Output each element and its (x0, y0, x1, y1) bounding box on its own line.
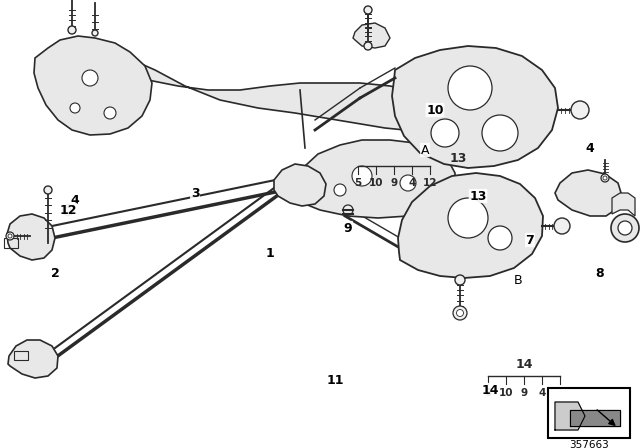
Text: 1: 1 (266, 246, 275, 259)
Circle shape (618, 221, 632, 235)
Circle shape (601, 174, 609, 182)
Circle shape (352, 166, 372, 186)
Circle shape (482, 115, 518, 151)
Text: 357663: 357663 (569, 440, 609, 448)
Circle shape (364, 6, 372, 14)
Polygon shape (353, 23, 390, 48)
Text: 11: 11 (326, 374, 344, 387)
Circle shape (400, 175, 416, 191)
Circle shape (6, 232, 14, 240)
Text: 4: 4 (538, 388, 546, 398)
Polygon shape (7, 214, 55, 260)
Circle shape (456, 310, 463, 316)
Circle shape (603, 176, 607, 180)
Text: 4: 4 (70, 194, 79, 207)
Text: 4: 4 (586, 142, 595, 155)
Text: 3: 3 (191, 186, 199, 199)
Polygon shape (553, 393, 625, 433)
Text: 9: 9 (390, 178, 397, 188)
Text: 12: 12 (423, 178, 437, 188)
Circle shape (8, 234, 12, 238)
Circle shape (448, 198, 488, 238)
Text: 14: 14 (481, 383, 499, 396)
Text: 4: 4 (408, 178, 416, 188)
Text: 6: 6 (484, 388, 492, 398)
Circle shape (343, 205, 353, 215)
Text: 9: 9 (344, 221, 352, 234)
Circle shape (68, 26, 76, 34)
Polygon shape (612, 193, 635, 216)
Text: 10: 10 (499, 388, 513, 398)
Circle shape (611, 214, 639, 242)
Text: 9: 9 (520, 388, 527, 398)
Circle shape (364, 42, 372, 50)
Text: 2: 2 (51, 267, 60, 280)
Polygon shape (555, 170, 622, 216)
Circle shape (44, 186, 52, 194)
Circle shape (448, 66, 492, 110)
Polygon shape (398, 173, 543, 278)
Polygon shape (555, 402, 585, 430)
Polygon shape (63, 204, 73, 216)
Text: 12: 12 (60, 203, 77, 216)
Text: 7: 7 (525, 233, 534, 246)
Circle shape (488, 226, 512, 250)
Text: 5: 5 (355, 178, 362, 188)
Circle shape (104, 107, 116, 119)
Polygon shape (34, 36, 152, 135)
Text: 13: 13 (469, 190, 486, 202)
Polygon shape (295, 140, 455, 218)
Circle shape (431, 119, 459, 147)
Polygon shape (8, 340, 58, 378)
Text: 8: 8 (596, 267, 604, 280)
Circle shape (65, 207, 71, 213)
Text: A: A (420, 143, 429, 156)
Text: 13: 13 (450, 151, 467, 164)
Text: B: B (514, 273, 522, 287)
Text: 12: 12 (553, 388, 567, 398)
Bar (14, 351, 28, 360)
Text: 10: 10 (426, 103, 444, 116)
Circle shape (453, 306, 467, 320)
Polygon shape (570, 410, 620, 426)
Text: 14: 14 (515, 358, 532, 370)
Polygon shape (392, 46, 558, 168)
Circle shape (554, 218, 570, 234)
Polygon shape (122, 58, 428, 130)
FancyBboxPatch shape (548, 388, 630, 438)
Circle shape (571, 101, 589, 119)
Circle shape (334, 184, 346, 196)
Polygon shape (274, 164, 326, 206)
Bar (4, 238, 18, 248)
Circle shape (455, 275, 465, 285)
Circle shape (70, 103, 80, 113)
Text: 10: 10 (369, 178, 383, 188)
Circle shape (82, 70, 98, 86)
Circle shape (92, 30, 98, 36)
